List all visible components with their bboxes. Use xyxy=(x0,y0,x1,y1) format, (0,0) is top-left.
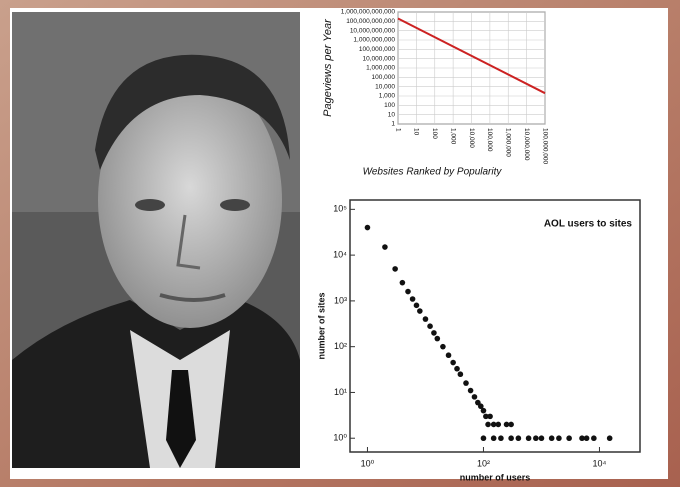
data-point xyxy=(468,388,474,394)
x-tick-label: 100,000 xyxy=(486,128,493,152)
data-point xyxy=(463,380,469,386)
y-tick-label: 100,000,000 xyxy=(359,46,396,53)
x-tick-label: 10,000 xyxy=(468,128,475,148)
data-point xyxy=(508,422,514,428)
x-tick-label: 10⁰ xyxy=(361,458,375,468)
data-point xyxy=(566,435,572,441)
data-point xyxy=(450,360,456,366)
data-point xyxy=(495,422,501,428)
y-tick-label: 10² xyxy=(334,341,347,351)
data-point xyxy=(431,330,437,336)
y-tick-label: 10³ xyxy=(334,295,347,305)
data-point xyxy=(591,435,597,441)
y-tick-label: 10 xyxy=(388,111,396,118)
y-tick-label: 1 xyxy=(391,121,395,128)
chart-title: AOL users to sites xyxy=(544,219,633,230)
x-tick-label: 100 xyxy=(431,128,438,139)
y-tick-label: 1,000,000 xyxy=(366,65,395,72)
y-axis-label: number of sites xyxy=(316,292,326,359)
data-point xyxy=(508,435,514,441)
portrait-photo xyxy=(12,12,300,468)
data-point xyxy=(382,244,388,250)
data-point xyxy=(584,435,590,441)
data-point xyxy=(410,296,416,302)
data-point xyxy=(549,435,555,441)
data-point xyxy=(417,308,423,314)
data-point xyxy=(472,394,478,400)
data-point xyxy=(365,225,371,231)
y-tick-label: 100,000,000,000 xyxy=(346,18,395,25)
y-tick-label: 1,000,000,000 xyxy=(353,37,395,44)
data-point xyxy=(556,435,562,441)
data-point xyxy=(446,352,452,358)
x-axis-label: Websites Ranked by Popularity xyxy=(363,167,503,178)
data-point xyxy=(516,435,522,441)
data-point xyxy=(487,414,493,420)
y-tick-label: 10,000,000,000 xyxy=(350,27,396,34)
data-point xyxy=(423,316,429,322)
y-tick-label: 1,000 xyxy=(379,93,396,100)
page: 1 10 100 1,000 10,000 100,000 1,000,000 10,000,… xyxy=(0,0,680,487)
y-tick-label: 10⁴ xyxy=(333,249,347,259)
x-tick-label: 10,000,000 xyxy=(523,128,530,161)
y-tick-label: 100 xyxy=(384,102,395,109)
data-point xyxy=(392,266,398,272)
x-tick-label: 1 xyxy=(394,128,401,132)
y-tick-label: 10⁰ xyxy=(333,433,347,443)
data-point xyxy=(434,336,440,342)
x-tick-label: 1,000 xyxy=(449,128,456,145)
x-tick-label: 1,000,000 xyxy=(505,128,512,157)
data-point xyxy=(491,435,497,441)
data-point xyxy=(539,435,545,441)
x-tick-label: 10 xyxy=(413,128,420,136)
data-point xyxy=(485,422,491,428)
data-point xyxy=(498,435,504,441)
x-axis-label: number of users xyxy=(460,472,531,482)
x-tick-label: 100,000,000 xyxy=(541,128,548,165)
y-tick-label: 10¹ xyxy=(334,387,347,397)
data-point xyxy=(481,408,487,414)
data-point xyxy=(400,280,406,286)
data-point xyxy=(481,435,487,441)
data-point xyxy=(607,435,613,441)
x-tick-label: 10⁴ xyxy=(593,458,607,468)
y-axis-label: Pageviews per Year xyxy=(322,18,334,117)
y-tick-label: 10,000 xyxy=(375,83,395,90)
data-point xyxy=(454,366,460,372)
x-tick-label: 10² xyxy=(477,458,490,468)
y-tick-label: 10⁵ xyxy=(333,204,347,214)
y-tick-label: 10,000,000 xyxy=(362,55,395,62)
data-point xyxy=(533,435,539,441)
data-point xyxy=(414,303,420,309)
data-point xyxy=(427,323,433,329)
y-tick-label: 1,000,000,000,000 xyxy=(341,9,396,16)
data-point xyxy=(405,289,411,295)
data-point xyxy=(526,435,532,441)
data-point xyxy=(458,371,464,377)
y-tick-label: 100,000 xyxy=(372,74,396,81)
data-point xyxy=(440,344,446,350)
